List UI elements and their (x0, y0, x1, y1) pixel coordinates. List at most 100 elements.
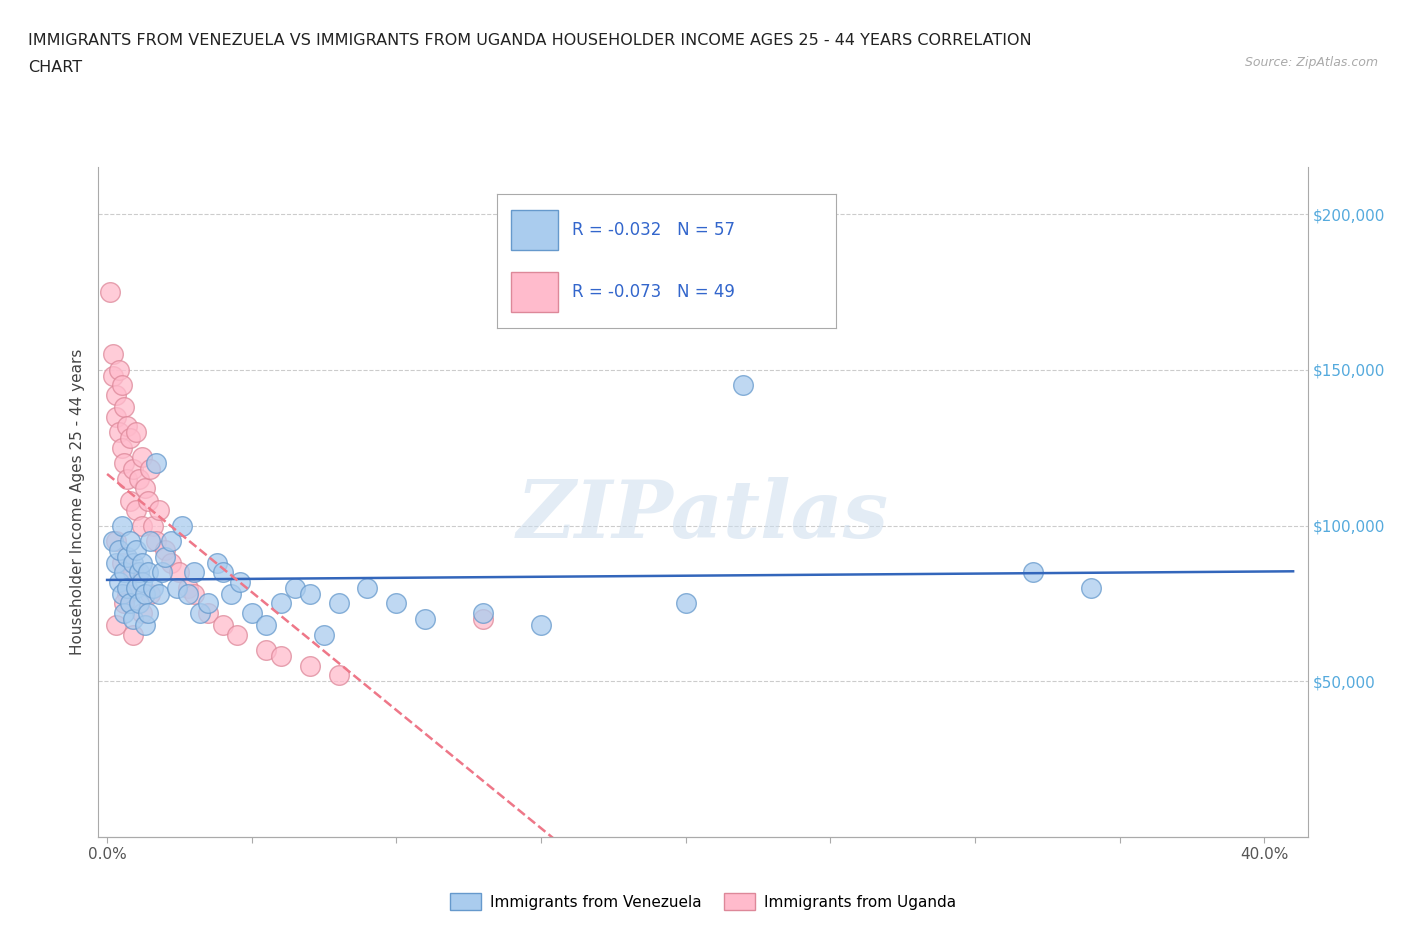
Point (101, 368, 124, 383)
Point (211, 565, 233, 579)
Point (328, 668, 350, 683)
Point (131, 605, 153, 620)
Point (166, 580, 188, 595)
Point (128, 565, 150, 579)
Point (145, 534, 167, 549)
Point (211, 618, 233, 632)
Point (104, 555, 127, 570)
Point (110, 378, 132, 392)
Point (240, 605, 263, 620)
Point (139, 587, 162, 602)
Point (298, 658, 321, 673)
Point (110, 440, 132, 455)
Point (472, 605, 495, 620)
Point (131, 574, 153, 589)
Point (1080, 580, 1102, 595)
Point (356, 580, 378, 595)
Text: IMMIGRANTS FROM VENEZUELA VS IMMIGRANTS FROM UGANDA HOUSEHOLDER INCOME AGES 25 -: IMMIGRANTS FROM VENEZUELA VS IMMIGRANTS … (28, 33, 1032, 47)
Point (131, 518, 153, 533)
Point (139, 462, 162, 477)
Point (153, 550, 176, 565)
Point (125, 543, 148, 558)
Point (114, 596, 136, 611)
Point (128, 596, 150, 611)
Point (148, 502, 170, 517)
Point (120, 431, 142, 445)
Point (172, 518, 194, 533)
Point (125, 580, 148, 595)
Point (120, 596, 142, 611)
Point (125, 425, 148, 440)
Text: ZIPatlas: ZIPatlas (517, 477, 889, 554)
Point (472, 612, 495, 627)
Point (107, 543, 129, 558)
Point (114, 605, 136, 620)
Point (117, 472, 139, 486)
Point (328, 596, 350, 611)
Text: CHART: CHART (28, 60, 82, 75)
Point (177, 580, 200, 595)
Point (104, 618, 127, 632)
Point (117, 418, 139, 433)
Point (122, 612, 145, 627)
Point (128, 472, 150, 486)
Point (122, 555, 145, 570)
Point (134, 587, 156, 602)
Point (117, 550, 139, 565)
Point (254, 618, 277, 632)
Point (98, 285, 121, 299)
Point (117, 580, 139, 595)
Point (159, 534, 181, 549)
Point (197, 596, 219, 611)
Point (117, 587, 139, 602)
Point (114, 456, 136, 471)
Point (270, 596, 292, 611)
Point (104, 409, 127, 424)
Point (122, 627, 145, 642)
Point (385, 596, 408, 611)
Point (229, 574, 252, 589)
Point (107, 425, 129, 440)
Point (110, 518, 132, 533)
Point (131, 555, 153, 570)
Point (413, 612, 436, 627)
Point (145, 456, 167, 471)
Point (107, 363, 129, 378)
Point (107, 574, 129, 589)
Point (270, 649, 292, 664)
Point (197, 605, 219, 620)
Text: Source: ZipAtlas.com: Source: ZipAtlas.com (1244, 56, 1378, 69)
Point (134, 618, 156, 632)
Point (114, 565, 136, 579)
Point (205, 555, 228, 570)
Point (530, 618, 553, 632)
Point (142, 518, 165, 533)
Point (183, 587, 205, 602)
Point (169, 565, 191, 579)
Point (136, 605, 159, 620)
Point (188, 605, 211, 620)
Point (125, 502, 148, 517)
Y-axis label: Householder Income Ages 25 - 44 years: Householder Income Ages 25 - 44 years (70, 349, 86, 656)
Point (284, 580, 307, 595)
Point (122, 565, 145, 579)
Point (120, 534, 142, 549)
Point (312, 627, 335, 642)
Legend: Immigrants from Venezuela, Immigrants from Uganda: Immigrants from Venezuela, Immigrants fr… (444, 886, 962, 916)
Point (114, 400, 136, 415)
Point (136, 565, 159, 579)
Point (1022, 565, 1045, 579)
Point (131, 449, 153, 464)
Point (139, 534, 162, 549)
Point (226, 627, 249, 642)
Point (101, 347, 124, 362)
Point (136, 493, 159, 508)
Point (120, 493, 142, 508)
Point (733, 378, 755, 392)
Point (122, 462, 145, 477)
Point (159, 555, 181, 570)
Point (110, 587, 132, 602)
Point (177, 587, 200, 602)
Point (134, 481, 156, 496)
Point (153, 543, 176, 558)
